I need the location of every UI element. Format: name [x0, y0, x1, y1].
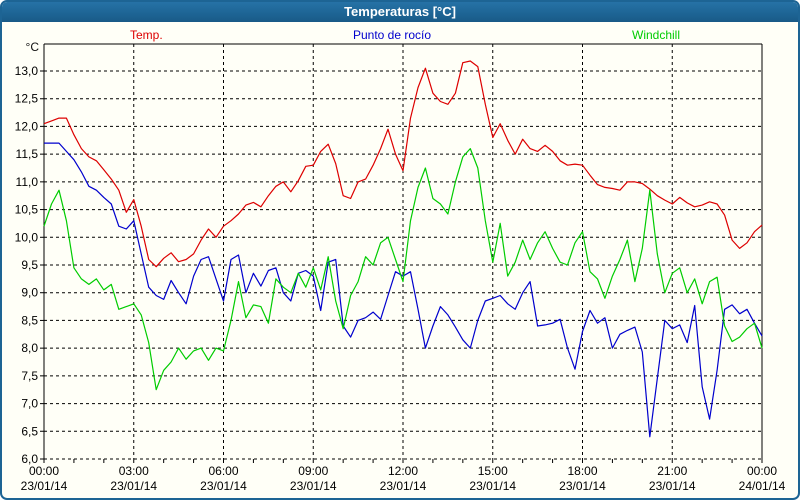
- x-tick-date-label: 23/01/14: [110, 479, 157, 493]
- legend-temp-label: Temp.: [130, 28, 163, 42]
- x-tick-date-label: 23/01/14: [469, 479, 516, 493]
- x-tick-time-label: 18:00: [567, 464, 597, 478]
- y-tick-label: 10,5: [15, 203, 39, 217]
- x-tick-time-label: 06:00: [208, 464, 238, 478]
- y-axis-unit-label: °C: [26, 40, 40, 54]
- y-tick-label: 12,0: [15, 119, 39, 133]
- legend-windchill-label: Windchill: [632, 28, 681, 42]
- x-tick-date-label: 23/01/14: [380, 479, 427, 493]
- x-tick-date-label: 23/01/14: [200, 479, 247, 493]
- dewpoint-line: [44, 142, 763, 438]
- y-tick-label: 7,0: [21, 397, 38, 411]
- y-tick-label: 7,5: [21, 369, 38, 383]
- x-tick-date-label: 23/01/14: [21, 479, 68, 493]
- x-tick-time-label: 09:00: [298, 464, 328, 478]
- y-tick-label: 9,0: [21, 286, 38, 300]
- x-tick-date-label: 23/01/14: [290, 479, 337, 493]
- y-tick-label: 11,5: [16, 147, 39, 161]
- y-tick-label: 10,0: [15, 230, 39, 244]
- window-title: Temperaturas [°C]: [344, 4, 456, 19]
- title-bar: Temperaturas [°C]: [2, 2, 798, 22]
- x-tick-time-label: 00:00: [29, 464, 59, 478]
- y-tick-label: 12,5: [15, 92, 39, 106]
- x-tick-time-label: 15:00: [478, 464, 508, 478]
- x-tick-date-label: 24/01/14: [739, 479, 786, 493]
- x-tick-date-label: 23/01/14: [649, 479, 696, 493]
- y-tick-label: 9,5: [21, 258, 38, 272]
- x-tick-time-label: 03:00: [119, 464, 149, 478]
- x-tick-time-label: 00:00: [747, 464, 777, 478]
- x-tick-time-label: 21:00: [657, 464, 687, 478]
- y-tick-label: 8,5: [21, 313, 38, 327]
- y-tick-label: 11,0: [16, 175, 39, 189]
- windchill-line: [43, 148, 763, 391]
- y-tick-label: 6,0: [21, 452, 38, 466]
- y-tick-label: 8,0: [21, 341, 38, 355]
- legend-dewpoint-label: Punto de rocío: [352, 28, 432, 42]
- x-tick-time-label: 12:00: [388, 464, 418, 478]
- y-tick-label: 13,0: [15, 64, 39, 78]
- x-tick-date-label: 23/01/14: [559, 479, 606, 493]
- y-tick-label: 6,5: [21, 424, 38, 438]
- temp-line: [43, 60, 763, 268]
